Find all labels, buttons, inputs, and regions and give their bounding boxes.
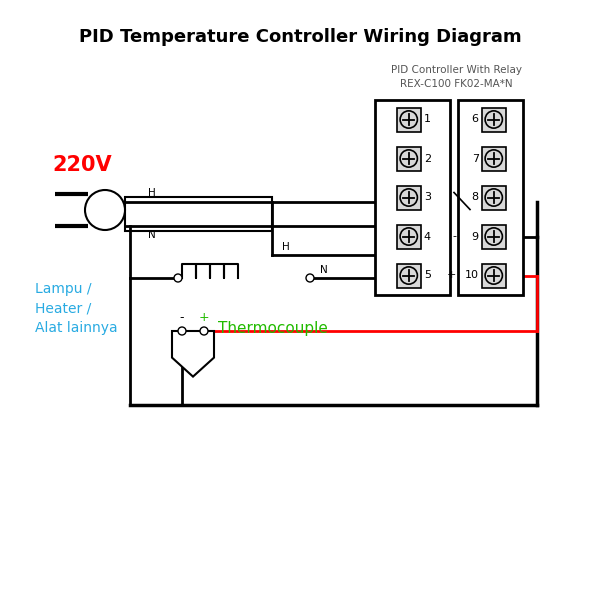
Bar: [482, 107, 506, 131]
Circle shape: [400, 150, 418, 167]
Circle shape: [485, 228, 502, 245]
Circle shape: [200, 327, 208, 335]
Text: 1: 1: [424, 115, 431, 124]
Bar: [397, 263, 421, 287]
Text: -: -: [180, 311, 184, 324]
Bar: [397, 146, 421, 170]
Text: +: +: [199, 311, 209, 324]
Text: +: +: [446, 271, 456, 280]
Text: PID Controller With Relay: PID Controller With Relay: [391, 65, 522, 75]
Bar: [458, 100, 523, 295]
Text: 2: 2: [424, 154, 431, 163]
Text: 9: 9: [472, 232, 479, 241]
Text: 5: 5: [424, 271, 431, 280]
Text: Thermocouple: Thermocouple: [218, 322, 328, 337]
Circle shape: [485, 150, 502, 167]
Circle shape: [485, 189, 502, 206]
Circle shape: [178, 327, 186, 335]
Circle shape: [400, 267, 418, 284]
Bar: [482, 263, 506, 287]
Bar: [482, 146, 506, 170]
Text: Lampu /
Heater /
Alat lainnya: Lampu / Heater / Alat lainnya: [35, 282, 118, 335]
Circle shape: [85, 190, 125, 230]
Bar: [125, 197, 272, 231]
Circle shape: [485, 267, 502, 284]
Text: 6: 6: [472, 115, 479, 124]
Text: 3: 3: [424, 193, 431, 202]
Text: 220V: 220V: [52, 155, 112, 175]
Text: REX-C100 FK02-MA*N: REX-C100 FK02-MA*N: [400, 79, 513, 89]
Text: -: -: [452, 232, 456, 241]
Bar: [482, 185, 506, 209]
Circle shape: [485, 111, 502, 128]
Bar: [397, 185, 421, 209]
Text: N: N: [320, 265, 328, 275]
Text: H: H: [148, 188, 156, 198]
Circle shape: [400, 111, 418, 128]
Text: 8: 8: [472, 193, 479, 202]
Circle shape: [400, 189, 418, 206]
Bar: [375, 100, 450, 295]
Text: H: H: [282, 242, 290, 252]
Bar: [397, 224, 421, 248]
Text: 10: 10: [465, 271, 479, 280]
Circle shape: [400, 228, 418, 245]
Text: PID Temperature Controller Wiring Diagram: PID Temperature Controller Wiring Diagra…: [79, 28, 521, 46]
Bar: [482, 224, 506, 248]
Circle shape: [174, 274, 182, 282]
Text: 4: 4: [424, 232, 431, 241]
Bar: [397, 107, 421, 131]
Text: N: N: [148, 230, 156, 240]
Circle shape: [306, 274, 314, 282]
Polygon shape: [172, 331, 214, 377]
Text: 7: 7: [472, 154, 479, 163]
